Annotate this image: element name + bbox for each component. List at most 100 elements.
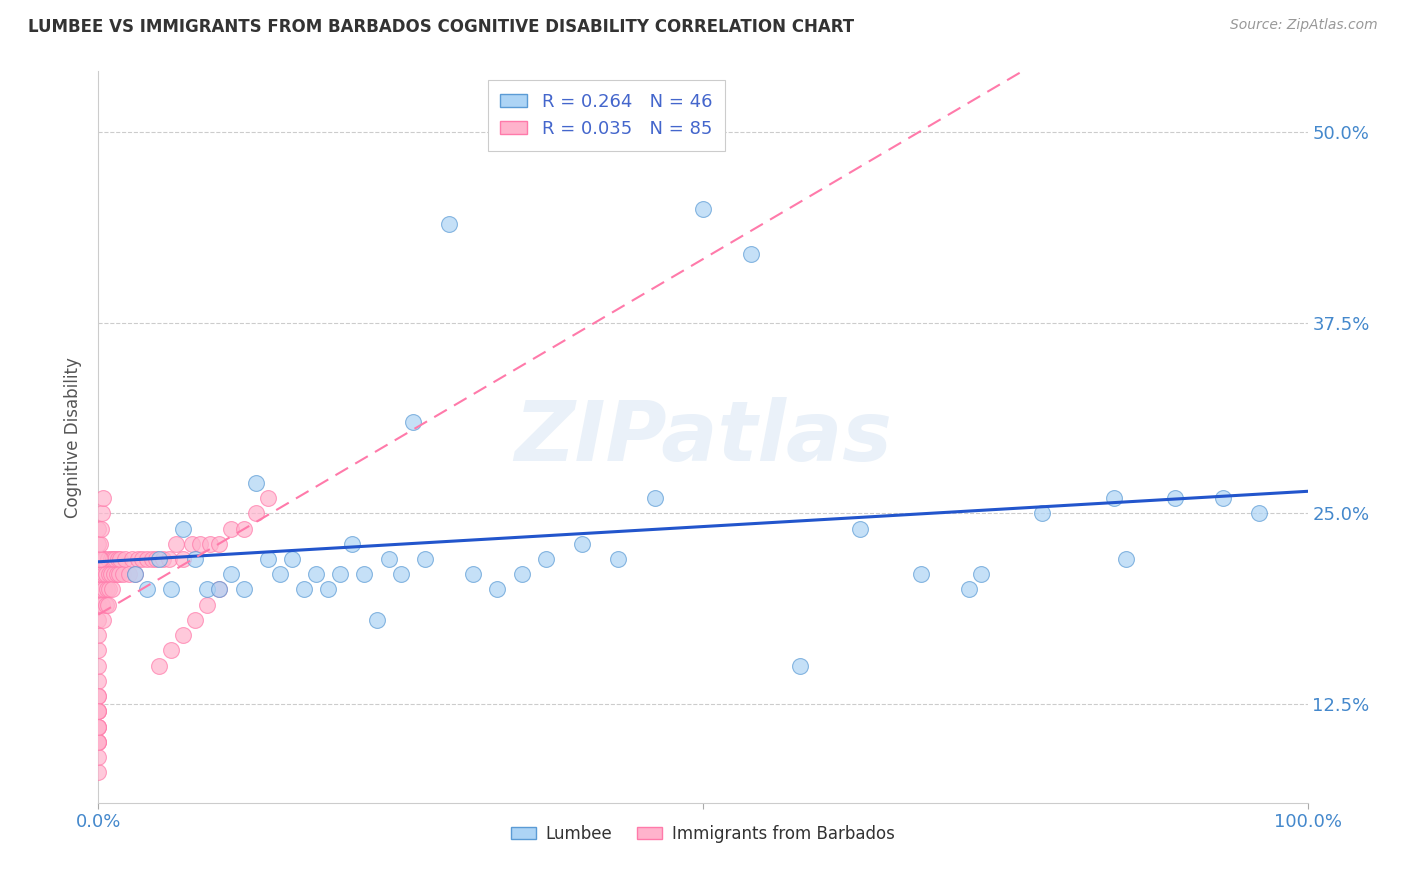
- Point: [93, 567, 115, 582]
- Point: [342, 537, 364, 551]
- Point: [90, 582, 112, 597]
- Point: [740, 247, 762, 261]
- Point: [103, 567, 125, 582]
- Point: [198, 537, 221, 551]
- Point: [256, 552, 278, 566]
- Point: [208, 537, 231, 551]
- Point: [221, 567, 243, 582]
- Point: [87, 720, 110, 734]
- Point: [148, 658, 170, 673]
- Point: [87, 720, 110, 734]
- Point: [172, 521, 194, 535]
- Point: [160, 582, 183, 597]
- Point: [91, 506, 114, 520]
- Point: [121, 552, 143, 566]
- Point: [118, 567, 141, 582]
- Point: [245, 475, 267, 490]
- Point: [269, 567, 291, 582]
- Point: [463, 567, 485, 582]
- Point: [1102, 491, 1125, 505]
- Point: [188, 537, 211, 551]
- Point: [353, 567, 375, 582]
- Point: [195, 598, 218, 612]
- Point: [87, 658, 110, 673]
- Point: [127, 552, 149, 566]
- Point: [87, 613, 110, 627]
- Point: [111, 567, 134, 582]
- Point: [135, 552, 157, 566]
- Point: [94, 598, 117, 612]
- Y-axis label: Cognitive Disability: Cognitive Disability: [65, 357, 83, 517]
- Text: LUMBEE VS IMMIGRANTS FROM BARBADOS COGNITIVE DISABILITY CORRELATION CHART: LUMBEE VS IMMIGRANTS FROM BARBADOS COGNI…: [28, 18, 855, 36]
- Point: [91, 552, 114, 566]
- Point: [87, 643, 110, 657]
- Point: [87, 765, 110, 780]
- Point: [180, 537, 202, 551]
- Point: [101, 552, 124, 566]
- Point: [87, 552, 110, 566]
- Point: [486, 582, 509, 597]
- Point: [114, 552, 136, 566]
- Point: [172, 628, 194, 642]
- Point: [141, 552, 163, 566]
- Point: [305, 567, 328, 582]
- Point: [910, 567, 932, 582]
- Point: [970, 567, 993, 582]
- Point: [97, 598, 120, 612]
- Point: [98, 567, 121, 582]
- Point: [1115, 552, 1137, 566]
- Point: [104, 552, 127, 566]
- Point: [148, 552, 170, 566]
- Point: [93, 582, 115, 597]
- Point: [195, 582, 218, 597]
- Point: [89, 537, 111, 551]
- Point: [131, 552, 153, 566]
- Point: [402, 415, 425, 429]
- Point: [157, 552, 180, 566]
- Point: [160, 643, 183, 657]
- Point: [957, 582, 980, 597]
- Point: [89, 552, 111, 566]
- Point: [292, 582, 315, 597]
- Point: [184, 613, 207, 627]
- Point: [232, 521, 254, 535]
- Point: [87, 735, 110, 749]
- Point: [87, 735, 110, 749]
- Point: [87, 537, 110, 551]
- Point: [221, 521, 243, 535]
- Point: [377, 552, 399, 566]
- Point: [232, 582, 254, 597]
- Point: [87, 598, 110, 612]
- Point: [87, 750, 110, 764]
- Point: [87, 720, 110, 734]
- Point: [165, 537, 187, 551]
- Point: [389, 567, 412, 582]
- Point: [607, 552, 630, 566]
- Point: [145, 552, 167, 566]
- Point: [510, 567, 533, 582]
- Point: [87, 705, 110, 719]
- Point: [90, 567, 112, 582]
- Point: [256, 491, 278, 505]
- Point: [789, 658, 811, 673]
- Point: [96, 582, 118, 597]
- Point: [1212, 491, 1234, 505]
- Point: [87, 735, 110, 749]
- Point: [108, 552, 131, 566]
- Point: [87, 705, 110, 719]
- Point: [87, 582, 110, 597]
- Point: [1163, 491, 1185, 505]
- Point: [100, 582, 122, 597]
- Point: [208, 582, 231, 597]
- Point: [91, 598, 114, 612]
- Text: Source: ZipAtlas.com: Source: ZipAtlas.com: [1230, 18, 1378, 32]
- Point: [172, 552, 194, 566]
- Point: [413, 552, 436, 566]
- Point: [90, 521, 112, 535]
- Point: [208, 582, 231, 597]
- Point: [124, 567, 146, 582]
- Point: [107, 552, 129, 566]
- Point: [316, 582, 339, 597]
- Point: [87, 567, 110, 582]
- Point: [87, 673, 110, 688]
